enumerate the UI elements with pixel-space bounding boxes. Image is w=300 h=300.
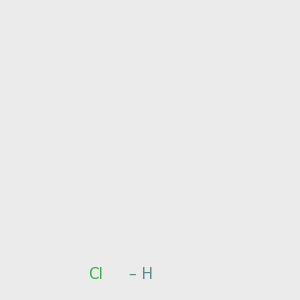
Text: Cl: Cl — [88, 267, 104, 282]
Text: – H: – H — [129, 267, 153, 282]
